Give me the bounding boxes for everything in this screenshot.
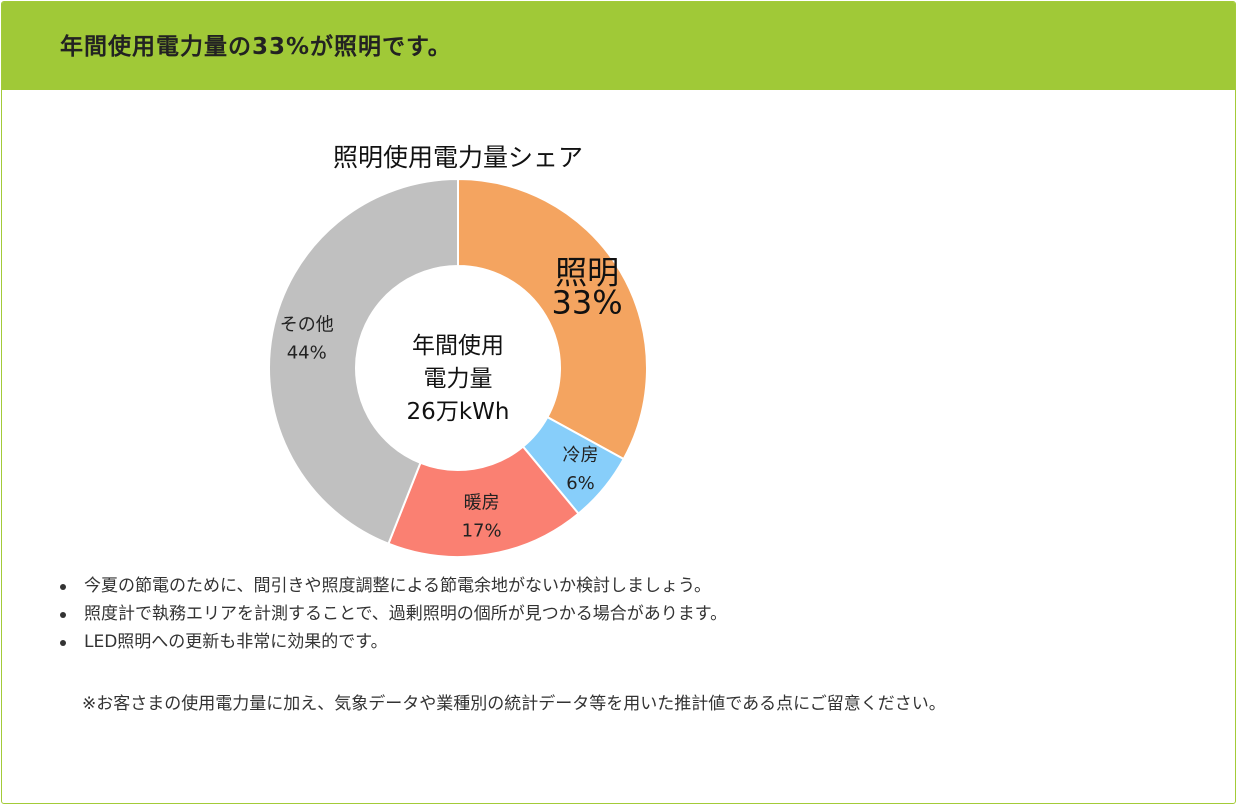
notes-list: 今夏の節電のために、間引きや照度調整による節電余地がないか検討しましょう。 照度…: [58, 572, 727, 656]
center-label-total: 26万kWh: [407, 399, 510, 425]
slice-value-label: 33%: [552, 284, 623, 322]
slice-name-label: 照明: [555, 254, 619, 292]
center-label-line-2: 電力量: [424, 366, 493, 392]
center-label-line-1: 年間使用: [412, 333, 504, 359]
donut-slice-0: [457, 177, 648, 461]
slice-value-label: 17%: [462, 521, 502, 542]
note-item: 照度計で執務エリアを計測することで、過剰照明の個所が見つかる場合があります。: [58, 600, 727, 628]
card-header: 年間使用電力量の33%が照明です。: [2, 2, 1235, 90]
chart-title: 照明使用電力量シェア: [333, 143, 583, 172]
donut-slice-3: [268, 177, 459, 546]
slice-value-label: 44%: [287, 343, 327, 364]
estimate-remark: ※お客さまの使用電力量に加え、気象データや業種別の統計データ等を用いた推計値であ…: [82, 694, 946, 714]
header-title: 年間使用電力量の33%が照明です。: [60, 34, 452, 60]
donut-slices: [268, 177, 648, 558]
note-item: LED照明への更新も非常に効果的です。: [58, 628, 727, 656]
slice-name-label: 暖房: [464, 493, 500, 514]
note-item: 今夏の節電のために、間引きや照度調整による節電余地がないか検討しましょう。: [58, 572, 727, 600]
slice-value-label: 6%: [566, 473, 595, 494]
donut-slice-2: [387, 445, 580, 558]
slice-name-label: その他: [280, 315, 334, 336]
slice-name-label: 冷房: [563, 445, 599, 466]
